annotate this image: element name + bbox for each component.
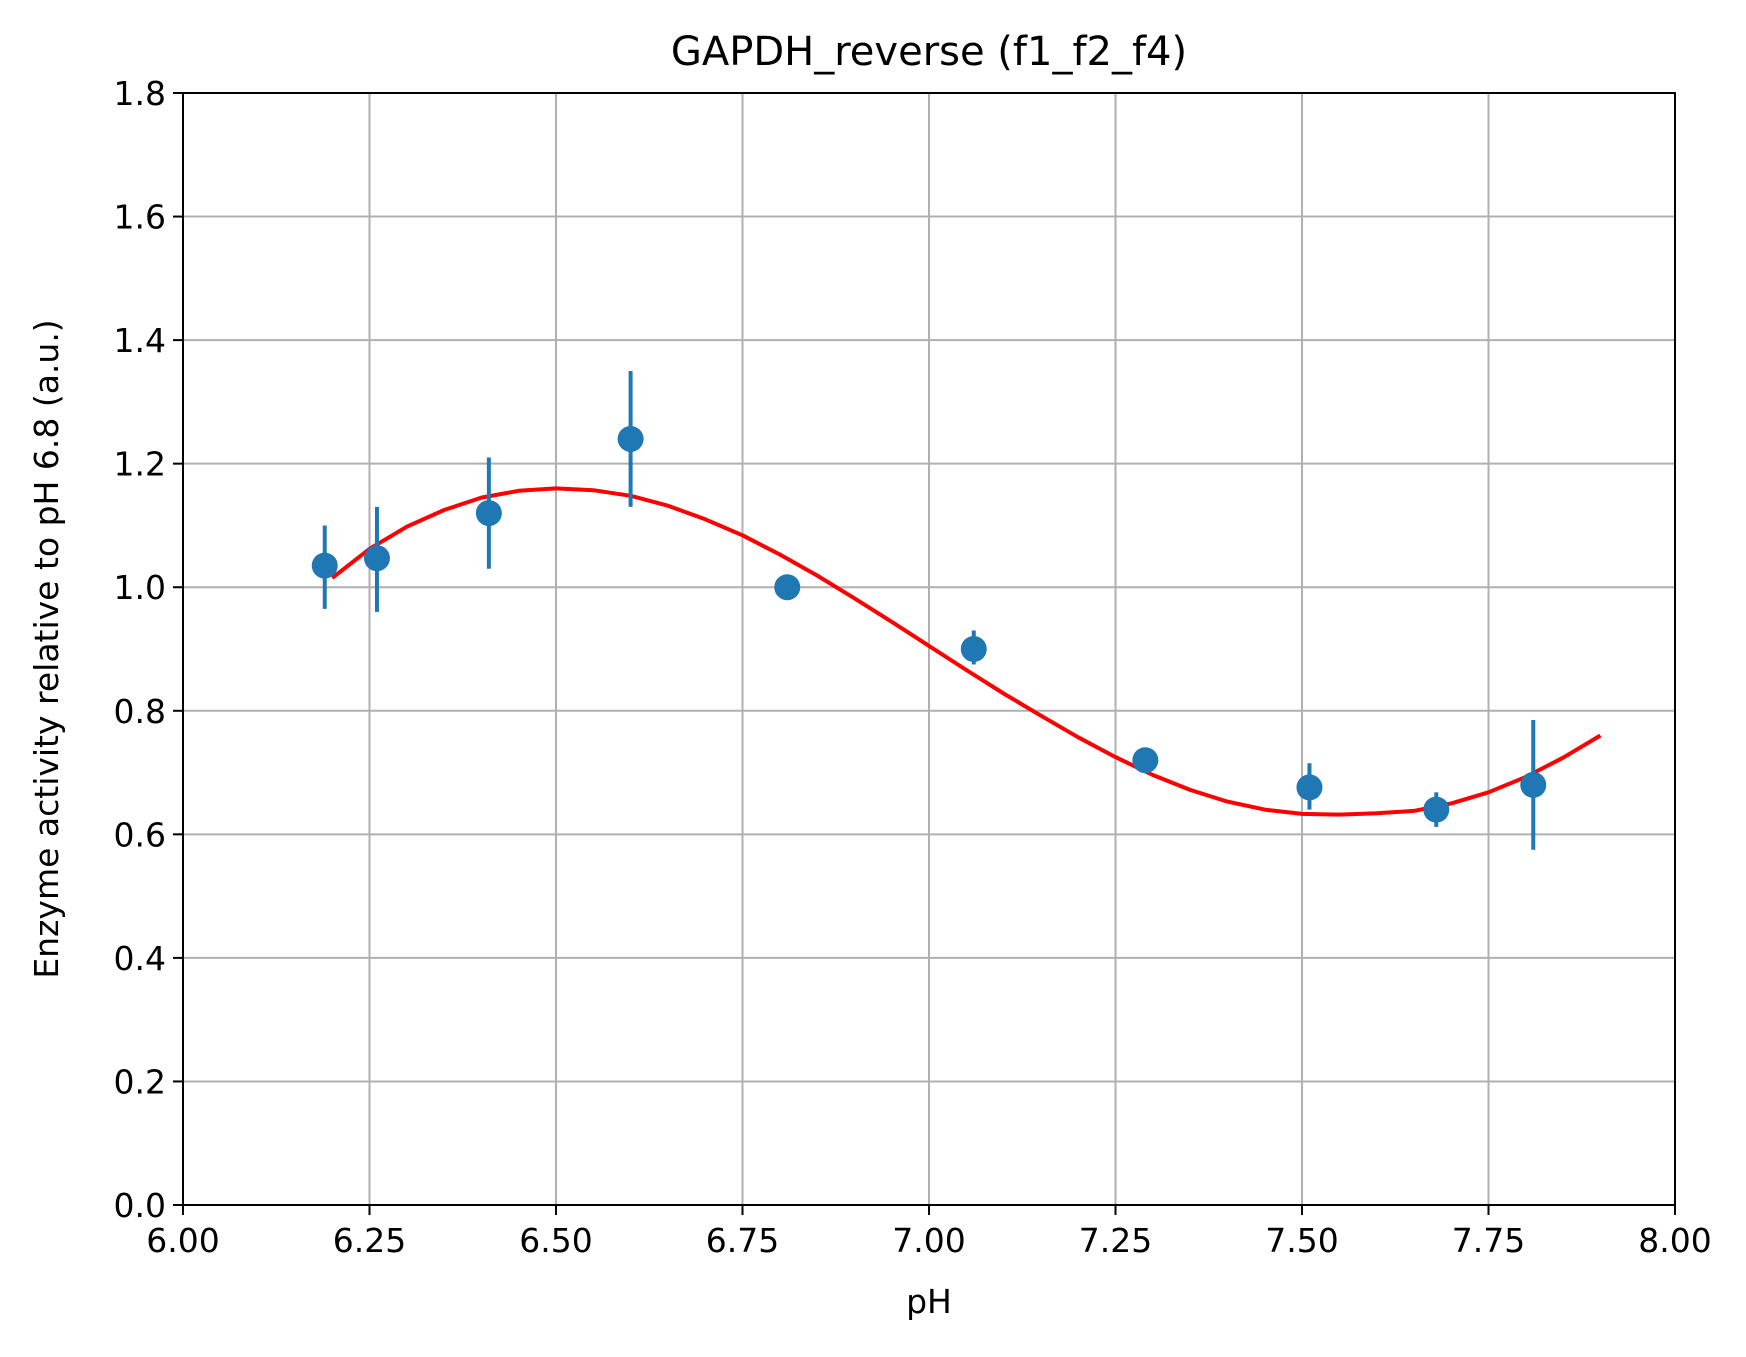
x-axis-label: pH [906, 1282, 952, 1321]
y-tick-label: 1.2 [114, 445, 166, 484]
x-tick-label: 8.00 [1638, 1221, 1711, 1260]
chart-title: GAPDH_reverse (f1_f2_f4) [671, 29, 1187, 75]
x-tick-label: 6.25 [333, 1221, 406, 1260]
y-axis-label: Enzyme activity relative to pH 6.8 (a.u.… [27, 319, 66, 978]
x-tick-label: 6.75 [706, 1221, 779, 1260]
grid [182, 92, 1676, 1206]
data-point [311, 552, 338, 579]
y-axis-ticks: 0.0 0.2 0.4 0.6 0.8 1.0 1.2 1.4 1.6 1.8 [114, 74, 183, 1225]
fit-curve-group [330, 486, 1602, 817]
y-tick-label: 1.6 [114, 198, 166, 237]
y-tick-label: 1.8 [114, 74, 166, 113]
x-tick-label: 7.00 [892, 1221, 965, 1260]
x-tick-label: 7.25 [1079, 1221, 1152, 1260]
data-point [1296, 774, 1323, 801]
x-tick-label: 7.75 [1452, 1221, 1525, 1260]
data-point [475, 500, 502, 527]
data-point [363, 545, 390, 572]
x-tick-label: 7.50 [1265, 1221, 1338, 1260]
y-tick-label: 0.6 [114, 815, 166, 854]
y-tick-label: 1.0 [114, 568, 166, 607]
data-point [774, 574, 801, 601]
data-points-group [311, 371, 1547, 850]
y-tick-label: 0.4 [114, 939, 166, 978]
data-point [1423, 796, 1450, 823]
x-tick-label: 6.50 [519, 1221, 592, 1260]
x-axis-ticks: 6.00 6.25 6.50 6.75 7.00 7.25 7.50 7.75 8.00 [146, 1205, 1712, 1260]
x-tick-label: 6.00 [146, 1221, 219, 1260]
y-tick-label: 0.2 [114, 1062, 166, 1101]
data-point [960, 636, 987, 662]
data-point [617, 425, 644, 452]
y-tick-label: 0.0 [114, 1186, 166, 1225]
data-point [1132, 747, 1159, 774]
data-point [1520, 771, 1547, 798]
fit-curve [330, 486, 1602, 817]
y-tick-label: 1.4 [114, 321, 166, 360]
y-tick-label: 0.8 [114, 692, 166, 731]
